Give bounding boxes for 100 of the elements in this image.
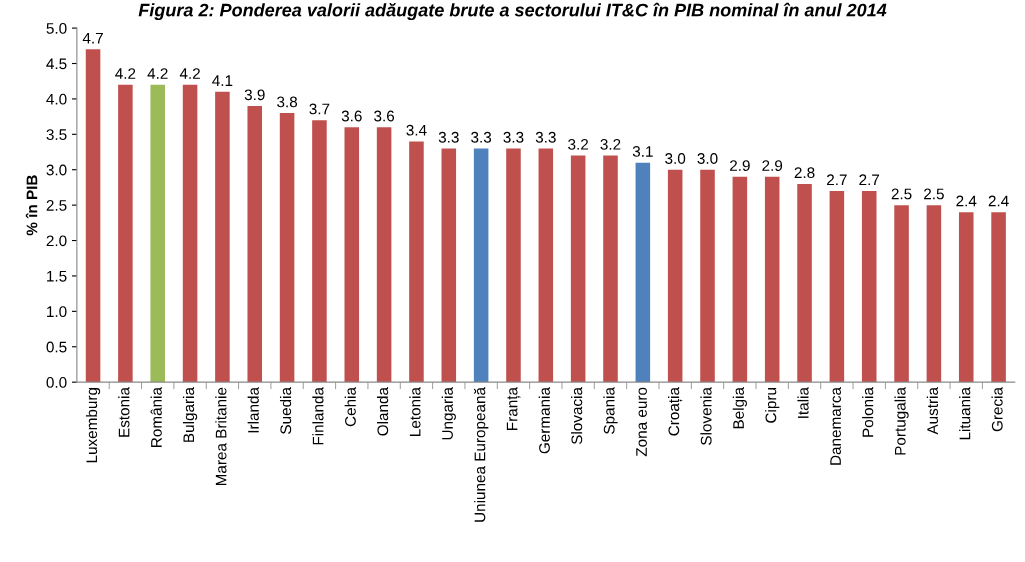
x-tick-label: Slovenia [700,387,712,445]
x-tick-label: Suedia [279,387,292,434]
x-tick-label: România [150,387,162,447]
x-tick-label: Franța [506,387,521,430]
x-tick-label: Finlanda [312,387,324,445]
x-tick-label: Lituania [959,387,971,440]
bar [894,205,909,383]
bar [829,190,845,383]
data-label: 2.5 [891,188,912,200]
data-label: 2.9 [730,160,750,172]
data-label: 2.8 [794,167,815,179]
x-tick-label: Italia [797,387,809,418]
bar [118,84,133,383]
x-tick-label: Bulgaria [182,387,198,442]
data-label: 2.7 [859,174,880,186]
bar [926,205,942,383]
data-label: 3.8 [277,96,298,108]
bar [441,148,457,383]
y-tick-label: 0.5 [46,341,67,353]
x-tick-label: Irlanda [247,387,259,433]
x-tick-label: Cipru [765,388,780,423]
bar [473,148,489,383]
y-tick-label: 2.5 [46,200,67,211]
bar [538,148,554,383]
data-label: 3.2 [568,138,589,150]
y-tick-label: 3.0 [46,164,67,176]
bar [958,212,974,383]
x-tick-label: Luxemburg [85,388,101,463]
data-label: 3.6 [341,110,362,122]
x-tick-label: Belgia [732,387,747,429]
data-label: 4.7 [82,32,103,44]
x-tick-label: Slovacia [571,387,583,445]
bar [764,176,780,383]
y-tick-label: 5.0 [46,22,67,34]
y-tick-label: 3.5 [46,129,67,140]
bar [85,49,101,383]
x-tick-label: Spania [603,387,618,434]
data-label: 3.0 [697,153,718,164]
bar [991,212,1006,383]
x-tick-label: Austria [926,387,938,435]
data-label: 2.4 [956,195,977,207]
bar [247,105,263,383]
data-label: 3.3 [535,131,556,143]
x-tick-label: Estonia [118,387,130,437]
data-label: 3.9 [244,89,265,101]
bar [635,162,651,383]
bar [344,127,360,383]
data-label: 4.2 [115,68,136,79]
chart-title: Figura 2: Ponderea valorii adăugate brute a sectorului IT&C în PIB nominal în anul 2014 [138,2,887,21]
y-tick-label: 4.0 [46,93,67,105]
x-tick-label: Grecia [991,387,1003,432]
data-label: 2.5 [924,188,944,200]
data-label: 4.2 [147,68,168,79]
data-label: 2.7 [827,174,847,186]
data-label: 3.4 [406,124,427,136]
y-tick-label: 2.0 [46,235,67,247]
bar [279,113,295,383]
x-tick-label: Polonia [862,387,874,437]
y-tick-label: 0.0 [46,377,67,388]
y-tick-label: 1.5 [47,270,67,282]
bar [409,141,424,383]
bar [603,155,618,383]
y-tick-label: 4.5 [46,58,67,70]
data-label: 3.3 [503,131,524,143]
data-label: 3.7 [309,103,330,115]
x-tick-label: Zona euro [636,387,647,457]
x-tick-label: Germania [538,387,550,454]
x-tick-label: Danemarca [830,387,841,465]
bar [150,84,165,383]
x-tick-label: Uniunea Europeană [473,387,489,522]
data-label: 4.2 [179,68,200,79]
x-tick-label: Ungaria [441,387,456,440]
bar [376,127,392,383]
bar [797,183,812,383]
x-tick-label: Olanda [376,387,389,436]
data-label: 3.6 [374,110,395,122]
data-label: 4.1 [212,75,233,86]
data-label: 3.1 [632,146,653,157]
bar [861,190,877,383]
data-label: 3.2 [600,138,621,150]
y-axis-title: % în PIB [25,175,38,236]
x-tick-label: Letonia [409,387,421,436]
bar [312,120,327,383]
data-label: 3.0 [665,153,686,164]
bar [667,169,683,383]
bar [700,169,715,383]
x-tick-label: Marea Britanie [215,387,227,486]
bar [215,91,230,383]
y-tick-label: 1.0 [47,306,67,318]
data-label: 3.3 [471,131,492,143]
x-tick-label: Croația [668,387,683,436]
data-label: 2.9 [762,160,783,172]
x-tick-label: Portugalia [894,387,909,455]
bar [732,176,748,383]
x-tick-label: Cehia [344,387,356,427]
bar [570,155,586,383]
data-label: 2.4 [988,195,1009,207]
bar [506,148,521,383]
data-label: 3.3 [438,131,459,143]
bar [182,84,198,383]
